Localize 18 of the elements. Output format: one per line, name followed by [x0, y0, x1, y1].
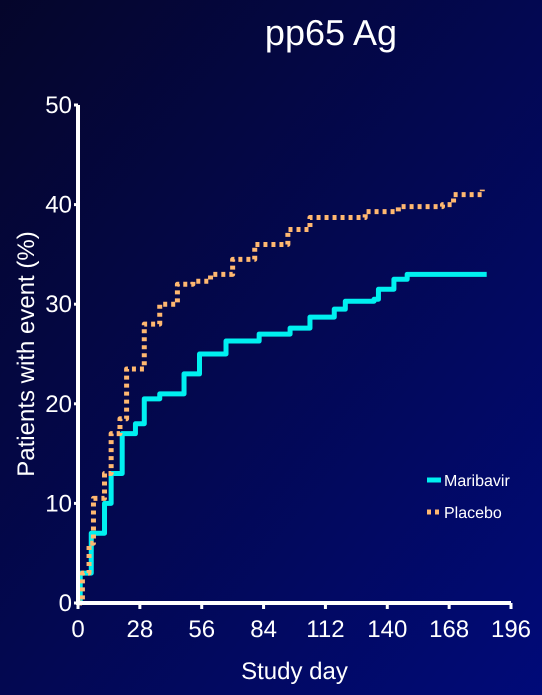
x-tick-label: 84	[250, 616, 277, 643]
legend-label: Placebo	[444, 505, 502, 522]
y-tick-label: 10	[45, 490, 72, 518]
chart-title: pp65 Ag	[264, 12, 398, 53]
y-tick-label: 0	[58, 590, 72, 617]
x-tick-label: 28	[126, 616, 154, 643]
x-axis-title: Study day	[241, 658, 348, 685]
legend-label: Maribavir	[444, 473, 510, 490]
y-tick-label: 50	[45, 92, 72, 119]
x-tick-label: 196	[490, 616, 532, 643]
x-tick-label: 56	[188, 616, 216, 643]
y-axis-title: Patients with event (%)	[13, 231, 40, 477]
y-tick-label: 40	[45, 192, 72, 219]
x-tick-label: 112	[306, 616, 345, 643]
x-tick-label: 140	[367, 616, 408, 643]
y-tick-label: 20	[45, 390, 72, 418]
x-tick-label: 168	[429, 616, 470, 643]
y-tick-label: 30	[45, 291, 72, 318]
